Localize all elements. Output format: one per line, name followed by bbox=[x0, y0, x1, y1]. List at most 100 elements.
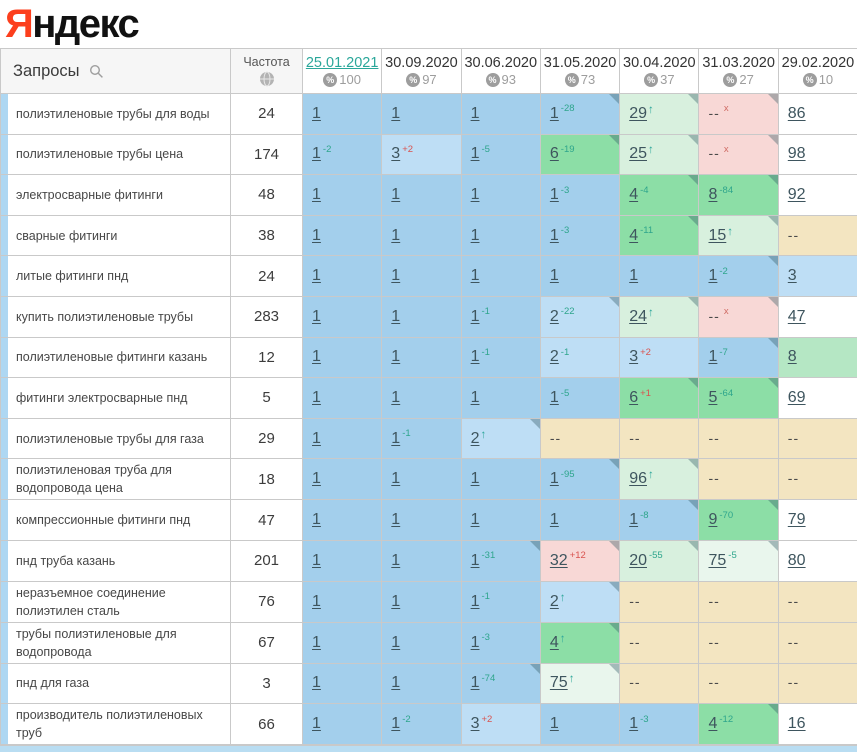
position-link[interactable]: 1 bbox=[471, 389, 480, 406]
position-link[interactable]: 1 bbox=[471, 470, 480, 487]
position-link[interactable]: 1 bbox=[471, 267, 480, 284]
position-link[interactable]: 1 bbox=[312, 267, 321, 284]
position-link[interactable]: 1 bbox=[391, 593, 400, 610]
search-icon[interactable] bbox=[89, 64, 104, 79]
position-link[interactable]: 3 bbox=[391, 145, 400, 162]
position-link[interactable]: 1 bbox=[312, 715, 321, 732]
position-link[interactable]: 1 bbox=[312, 227, 321, 244]
position-link[interactable]: 6 bbox=[550, 145, 559, 162]
position-link[interactable]: 1 bbox=[629, 715, 638, 732]
position-link[interactable]: 1 bbox=[550, 186, 559, 203]
yandex-logo[interactable]: Яндекс bbox=[5, 4, 138, 44]
position-link[interactable]: 29 bbox=[629, 105, 647, 122]
position-link[interactable]: 1 bbox=[550, 511, 559, 528]
position-link[interactable]: 1 bbox=[312, 470, 321, 487]
position-link[interactable]: 1 bbox=[471, 593, 480, 610]
position-link[interactable]: 1 bbox=[550, 267, 559, 284]
position-link[interactable]: 1 bbox=[471, 634, 480, 651]
position-link[interactable]: 8 bbox=[708, 186, 717, 203]
position-link[interactable]: 1 bbox=[550, 389, 559, 406]
position-cell: --x bbox=[699, 94, 778, 135]
position-link[interactable]: 1 bbox=[708, 348, 717, 365]
position-link[interactable]: 1 bbox=[629, 511, 638, 528]
position-link[interactable]: 20 bbox=[629, 552, 647, 569]
position-link[interactable]: 3 bbox=[471, 715, 480, 732]
position-link[interactable]: 1 bbox=[391, 715, 400, 732]
position-link[interactable]: 3 bbox=[629, 348, 638, 365]
position-link[interactable]: 1 bbox=[391, 470, 400, 487]
position-link[interactable]: 25 bbox=[629, 145, 647, 162]
position-link[interactable]: 86 bbox=[788, 105, 806, 122]
position-link[interactable]: 6 bbox=[629, 389, 638, 406]
position-link[interactable]: 1 bbox=[391, 105, 400, 122]
position-link[interactable]: 1 bbox=[550, 105, 559, 122]
position-link[interactable]: 98 bbox=[788, 145, 806, 162]
position-link[interactable]: 1 bbox=[471, 186, 480, 203]
position-link[interactable]: 1 bbox=[391, 267, 400, 284]
position-link[interactable]: 1 bbox=[471, 674, 480, 691]
position-link[interactable]: 2 bbox=[550, 593, 559, 610]
position-link[interactable]: 8 bbox=[788, 348, 797, 365]
position-link[interactable]: 2 bbox=[550, 348, 559, 365]
position-link[interactable]: 1 bbox=[391, 511, 400, 528]
position-link[interactable]: 16 bbox=[788, 715, 806, 732]
position-link[interactable]: 1 bbox=[629, 267, 638, 284]
position-link[interactable]: 1 bbox=[550, 470, 559, 487]
position-link[interactable]: 1 bbox=[312, 511, 321, 528]
position-link[interactable]: 1 bbox=[312, 389, 321, 406]
position-link[interactable]: 2 bbox=[471, 430, 480, 447]
position-link[interactable]: 1 bbox=[471, 552, 480, 569]
position-link[interactable]: 2 bbox=[550, 308, 559, 325]
position-link[interactable]: 4 bbox=[629, 186, 638, 203]
position-link[interactable]: 79 bbox=[788, 511, 806, 528]
frequency-cell: 29 bbox=[231, 418, 303, 459]
position-link[interactable]: 1 bbox=[312, 634, 321, 651]
position-link[interactable]: 1 bbox=[391, 308, 400, 325]
position-link[interactable]: 1 bbox=[312, 186, 321, 203]
position-link[interactable]: 1 bbox=[312, 308, 321, 325]
position-link[interactable]: 1 bbox=[391, 186, 400, 203]
position-link[interactable]: 4 bbox=[629, 227, 638, 244]
position-link[interactable]: 9 bbox=[708, 511, 717, 528]
position-link[interactable]: 1 bbox=[550, 227, 559, 244]
position-link[interactable]: 1 bbox=[312, 430, 321, 447]
position-link[interactable]: 4 bbox=[708, 715, 717, 732]
position-link[interactable]: 1 bbox=[312, 552, 321, 569]
position-link[interactable]: 1 bbox=[312, 674, 321, 691]
position-link[interactable]: 1 bbox=[471, 105, 480, 122]
position-link[interactable]: 1 bbox=[471, 511, 480, 528]
position-link[interactable]: 1 bbox=[550, 715, 559, 732]
position-link[interactable]: 1 bbox=[312, 348, 321, 365]
position-link[interactable]: 75 bbox=[708, 552, 726, 569]
position-link[interactable]: 1 bbox=[312, 593, 321, 610]
position-cell: 1 bbox=[540, 256, 619, 297]
position-link[interactable]: 1 bbox=[312, 145, 321, 162]
position-link[interactable]: 1 bbox=[391, 348, 400, 365]
position-link[interactable]: 1 bbox=[391, 674, 400, 691]
position-link[interactable]: 69 bbox=[788, 389, 806, 406]
position-link[interactable]: 75 bbox=[550, 674, 568, 691]
position-link[interactable]: 5 bbox=[708, 389, 717, 406]
position-link[interactable]: 24 bbox=[629, 308, 647, 325]
position-link[interactable]: 1 bbox=[471, 348, 480, 365]
position-link[interactable]: 1 bbox=[471, 145, 480, 162]
position-link[interactable]: 4 bbox=[550, 634, 559, 651]
position-link[interactable]: 1 bbox=[391, 389, 400, 406]
position-link[interactable]: 1 bbox=[471, 227, 480, 244]
position-link[interactable]: 3 bbox=[788, 267, 797, 284]
position-link[interactable]: 1 bbox=[391, 552, 400, 569]
position-link[interactable]: 1 bbox=[312, 105, 321, 122]
position-link[interactable]: 15 bbox=[708, 227, 726, 244]
position-link[interactable]: 1 bbox=[708, 267, 717, 284]
position-link[interactable]: 1 bbox=[391, 634, 400, 651]
position-link[interactable]: 1 bbox=[391, 430, 400, 447]
date-link[interactable]: 25.01.2021 bbox=[303, 55, 381, 71]
position-link[interactable]: 1 bbox=[471, 308, 480, 325]
position-link[interactable]: 32 bbox=[550, 552, 568, 569]
position-link[interactable]: 80 bbox=[788, 552, 806, 569]
position-link[interactable]: 96 bbox=[629, 470, 647, 487]
position-link[interactable]: 47 bbox=[788, 308, 806, 325]
position-link[interactable]: 1 bbox=[391, 227, 400, 244]
position-link[interactable]: 92 bbox=[788, 186, 806, 203]
